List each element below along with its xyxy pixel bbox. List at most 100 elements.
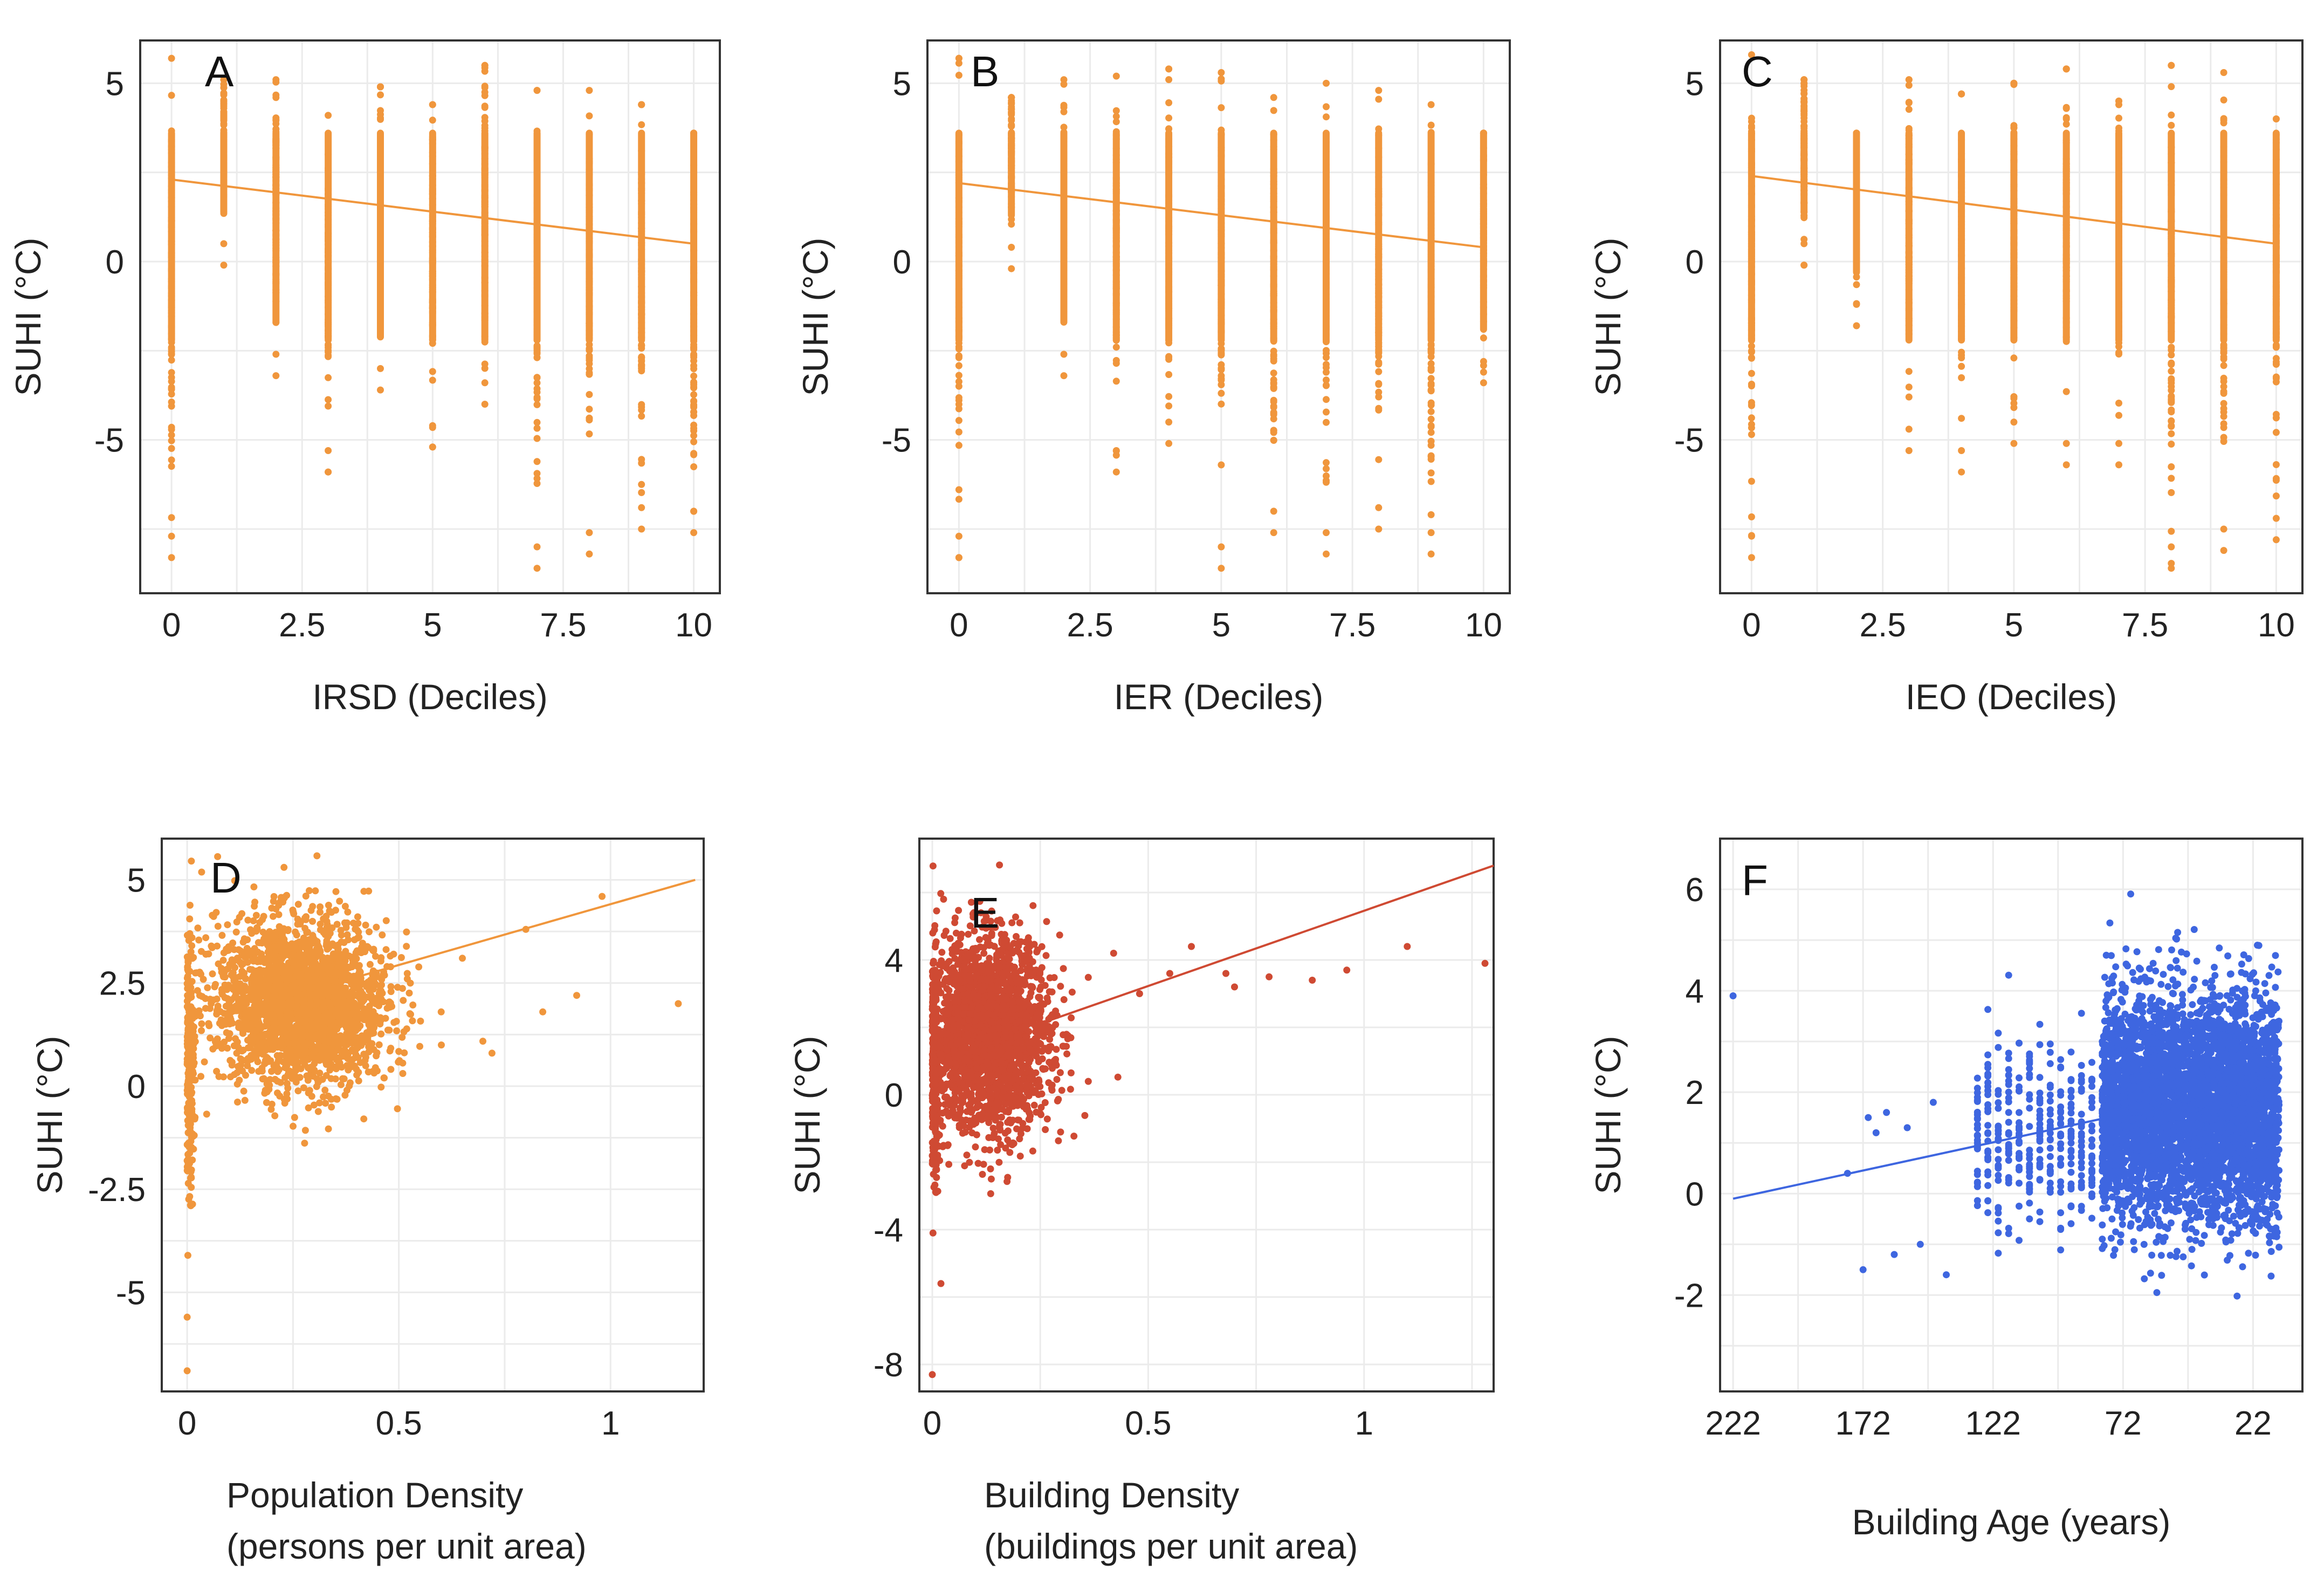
data-point <box>386 1026 393 1034</box>
data-point <box>2010 354 2018 362</box>
data-point <box>1323 376 1330 384</box>
data-point <box>281 1100 288 1107</box>
data-point <box>168 463 175 470</box>
data-point <box>1748 369 1755 377</box>
data-point <box>533 480 541 487</box>
data-point <box>250 883 258 890</box>
data-point <box>347 1064 354 1071</box>
data-point <box>268 1100 276 1108</box>
data-point <box>301 1127 309 1134</box>
data-point <box>2272 514 2280 522</box>
data-point <box>586 356 593 364</box>
plot-frame <box>139 39 721 594</box>
data-point <box>2062 65 2070 73</box>
data-point <box>1165 99 1173 106</box>
data-point <box>314 1108 322 1115</box>
data-point <box>2062 120 2070 128</box>
data-point <box>220 262 228 269</box>
data-point <box>1323 472 1330 479</box>
x-axis-label: IER (Deciles) <box>1114 677 1324 717</box>
data-point <box>1375 525 1383 533</box>
data-point <box>1112 344 1120 351</box>
data-point <box>1375 348 1383 355</box>
data-point <box>2168 83 2175 91</box>
data-point <box>1323 478 1330 486</box>
data-point <box>533 87 541 94</box>
data-point <box>690 450 698 457</box>
data-point <box>690 372 698 380</box>
data-point <box>1748 532 1755 539</box>
data-point <box>251 902 258 910</box>
data-point <box>1427 408 1435 415</box>
data-point <box>2168 111 2175 119</box>
data-point <box>1165 419 1173 426</box>
data-point <box>1218 543 1225 551</box>
data-point <box>481 379 489 387</box>
data-point <box>2272 461 2280 468</box>
data-point <box>417 1017 424 1025</box>
data-point <box>290 1122 297 1130</box>
data-point <box>1323 408 1330 416</box>
plot-frame <box>161 838 705 1392</box>
data-point <box>1958 348 1965 356</box>
data-point <box>2272 410 2280 418</box>
data-point <box>1270 529 1277 537</box>
data-point <box>2168 489 2175 496</box>
data-point <box>1905 426 1913 433</box>
data-point <box>212 909 220 916</box>
data-point <box>293 931 300 939</box>
data-point <box>213 995 221 1003</box>
data-point <box>168 356 175 364</box>
data-point <box>1323 103 1330 111</box>
data-point <box>1323 396 1330 403</box>
data-point <box>1800 99 1808 106</box>
data-point <box>586 87 593 94</box>
data-point <box>236 914 243 921</box>
data-point <box>1958 447 1965 454</box>
data-point <box>168 399 175 406</box>
data-point <box>1165 393 1173 400</box>
data-point <box>1748 414 1755 422</box>
data-point <box>586 369 593 376</box>
data-point <box>2168 560 2175 567</box>
data-point <box>2220 96 2227 104</box>
data-point <box>1427 469 1435 477</box>
data-point <box>1427 529 1435 537</box>
data-point <box>533 543 541 551</box>
data-point <box>955 417 962 424</box>
data-point <box>272 78 280 86</box>
data-point <box>638 413 645 420</box>
data-point <box>250 917 257 924</box>
data-point <box>2010 419 2018 426</box>
data-point <box>220 240 228 248</box>
data-point <box>1165 440 1173 447</box>
panel-letter: C <box>1742 47 1773 95</box>
data-point <box>2168 379 2175 387</box>
data-point <box>360 888 368 895</box>
data-point <box>379 931 386 939</box>
data-point <box>1218 69 1225 76</box>
data-point <box>1060 351 1068 358</box>
data-point <box>2168 475 2175 482</box>
data-point <box>2168 441 2175 448</box>
data-point <box>1905 447 1913 454</box>
data-point <box>1427 401 1435 409</box>
x-axis-label: IRSD (Deciles) <box>312 677 547 717</box>
data-point <box>2062 461 2070 469</box>
data-point <box>220 109 228 117</box>
data-point <box>1270 355 1277 362</box>
data-point <box>294 901 302 908</box>
data-point <box>2220 438 2227 445</box>
data-point <box>1800 236 1808 243</box>
data-point <box>2272 536 2280 544</box>
data-point <box>1748 421 1755 428</box>
data-point <box>1375 404 1383 412</box>
data-point <box>393 1027 401 1034</box>
data-point <box>1427 348 1435 355</box>
data-point <box>1427 415 1435 423</box>
data-point <box>1958 90 1965 98</box>
x-tick-label: 7.5 <box>1329 607 1376 644</box>
data-point <box>2220 383 2227 390</box>
data-point <box>336 897 343 905</box>
